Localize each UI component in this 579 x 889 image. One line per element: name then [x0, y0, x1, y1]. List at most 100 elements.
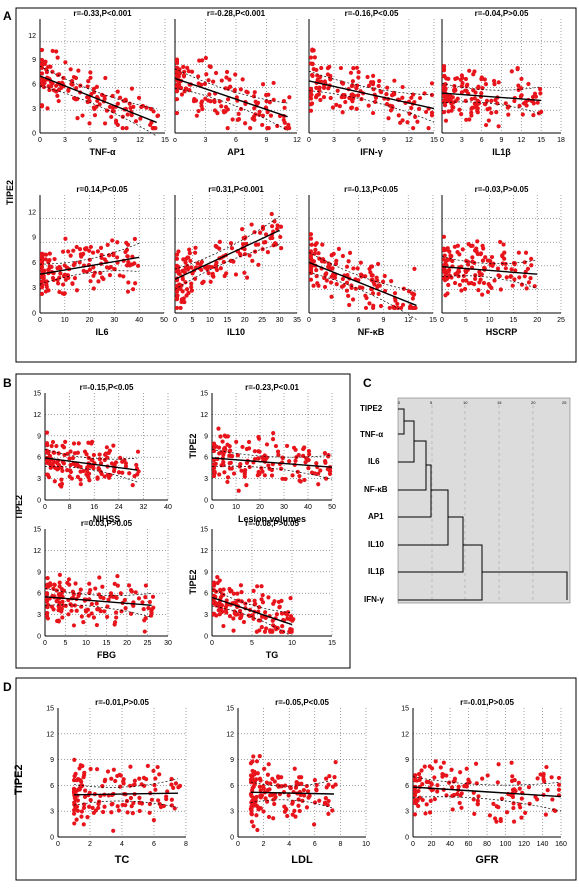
data-point — [459, 805, 464, 810]
plot-a7: 0 3 6 9 12 15 r=-0.13,P<0.05 NF-κB — [307, 185, 437, 337]
data-point — [238, 583, 244, 588]
data-point — [515, 67, 520, 72]
data-point — [466, 777, 471, 782]
data-point — [82, 802, 87, 807]
data-point — [392, 78, 397, 83]
dendrogram-area — [397, 397, 571, 604]
data-point — [90, 250, 96, 255]
data-point — [184, 287, 190, 292]
x-tick-label: 4 — [287, 841, 291, 848]
data-point — [249, 811, 254, 816]
data-point — [420, 797, 425, 803]
data-point — [259, 466, 264, 471]
data-point — [80, 113, 85, 118]
data-point — [491, 801, 496, 806]
data-point — [81, 822, 86, 827]
data-point — [184, 293, 189, 298]
data-point — [262, 473, 267, 478]
data-point — [86, 79, 91, 84]
data-point — [464, 84, 469, 89]
data-point — [229, 246, 235, 251]
data-point — [326, 261, 331, 266]
data-point — [72, 276, 78, 281]
data-point — [126, 583, 132, 588]
stat-label: r=-0.15,P<0.05 — [80, 383, 134, 392]
data-point — [292, 766, 297, 771]
data-point — [498, 816, 503, 822]
data-point — [412, 266, 417, 271]
data-point — [400, 95, 405, 100]
data-point — [211, 463, 217, 468]
x-tick-label: 6 — [313, 841, 317, 848]
data-point — [214, 260, 219, 265]
data-point — [377, 283, 382, 288]
data-point — [248, 792, 254, 797]
x-tick-label: 3 — [332, 317, 336, 324]
data-point — [227, 449, 232, 454]
data-point — [259, 793, 265, 798]
data-point — [504, 275, 509, 280]
data-point — [55, 93, 60, 98]
plot-b4: 0 5 10 15 0 3 6 9 12 15 r=-0.08,P>0.05 TG TIPE2 — [188, 519, 336, 660]
data-point — [225, 442, 230, 447]
data-point — [329, 294, 334, 299]
x-tick-label: 40 — [304, 504, 312, 511]
data-point — [111, 443, 116, 448]
data-point — [174, 256, 180, 261]
data-point — [257, 449, 262, 454]
x-axis-label: LDL — [291, 854, 313, 866]
data-point — [68, 253, 73, 258]
data-point — [123, 461, 129, 466]
data-point — [459, 73, 464, 78]
x-tick-label: 12 — [136, 137, 144, 144]
data-point — [464, 278, 469, 283]
data-point — [60, 468, 65, 473]
data-point — [283, 783, 288, 788]
data-point — [308, 108, 314, 113]
data-point — [246, 439, 252, 445]
data-point — [56, 451, 61, 456]
data-point — [510, 774, 515, 779]
data-point — [517, 103, 522, 108]
data-point — [115, 573, 120, 579]
regression-line — [39, 256, 140, 275]
data-point — [72, 774, 77, 779]
data-point — [240, 227, 245, 232]
data-point — [115, 583, 120, 588]
x-tick-label: 8 — [184, 841, 188, 848]
data-point — [106, 253, 112, 258]
data-point — [125, 289, 131, 294]
data-point — [193, 276, 198, 281]
data-point — [297, 473, 302, 479]
data-point — [330, 808, 335, 813]
data-point — [60, 249, 66, 254]
data-point — [343, 99, 348, 105]
data-point — [270, 437, 276, 442]
data-point — [65, 580, 70, 585]
data-point — [469, 106, 474, 111]
data-point — [308, 86, 314, 91]
data-point — [413, 114, 418, 119]
data-point — [102, 121, 108, 126]
x-tick-label: 15 — [161, 137, 169, 144]
data-point — [227, 461, 232, 466]
data-point — [322, 79, 327, 84]
data-point — [349, 105, 355, 110]
data-point — [254, 759, 260, 764]
data-point — [453, 272, 458, 277]
data-point — [40, 258, 45, 263]
data-point — [556, 787, 562, 792]
y-tick-label: 0 — [204, 498, 208, 505]
data-point — [94, 767, 100, 772]
x-axis-label: NF-κB — [358, 327, 385, 337]
data-point — [102, 779, 107, 784]
x-tick-label: 2 — [88, 841, 92, 848]
data-point — [251, 778, 256, 783]
data-point — [364, 295, 369, 301]
data-point — [503, 261, 508, 267]
data-point — [117, 95, 123, 100]
data-point — [344, 280, 350, 285]
confidence-band-lower — [174, 87, 288, 131]
data-point — [420, 782, 425, 787]
data-point — [235, 598, 240, 603]
